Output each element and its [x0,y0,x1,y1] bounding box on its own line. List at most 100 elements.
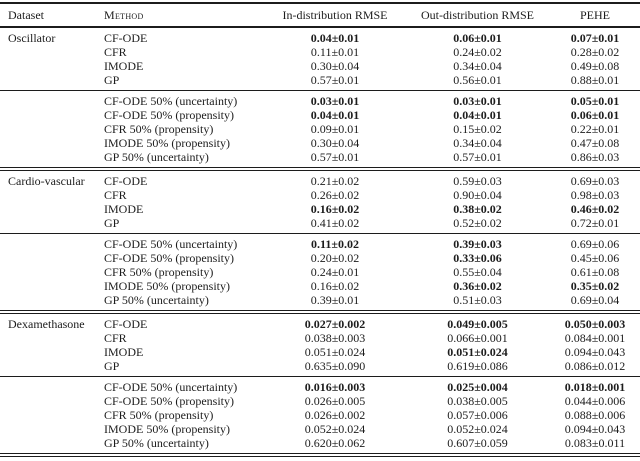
dataset-cell [0,422,96,436]
in-rmse-cell: 0.24±0.01 [310,265,360,279]
method-cell: GP 50% (uncertainty) [104,436,209,450]
method-cell: CFR 50% (propensity) [104,265,214,279]
table-block: CF-ODE 50% (uncertainty) 0.016±0.003 0.025… [0,376,640,456]
method-cell: CFR [104,188,127,202]
dataset-cell [0,377,96,395]
table-block: Cardio-vascular CF-ODE 0.21±0.02 0.59±0.03 0… [0,169,640,234]
pehe-cell: 0.22±0.01 [570,122,620,136]
in-rmse-cell: 0.026±0.005 [304,394,366,408]
table-row: GP 0.57±0.01 0.56±0.01 0.88±0.01 [0,73,640,91]
pehe-cell: 0.49±0.08 [570,59,620,73]
table-row: CFR 0.038±0.003 0.066±0.001 0.084±0.001 [0,331,640,345]
dataset-cell [0,331,96,345]
in-rmse-cell: 0.09±0.01 [310,122,360,136]
in-rmse-cell: 0.20±0.02 [310,251,360,265]
dataset-cell [0,136,96,150]
pehe-cell: 0.72±0.01 [570,216,620,230]
method-cell: IMODE 50% (propensity) [104,136,230,150]
dataset-cell [0,279,96,293]
table-row: IMODE 0.30±0.04 0.34±0.04 0.49±0.08 [0,59,640,73]
dataset-cell [0,408,96,422]
pehe-cell: 0.088±0.006 [564,408,626,422]
out-rmse-cell: 0.34±0.04 [453,136,502,150]
pehe-cell: 0.35±0.02 [570,279,620,293]
table-row: CF-ODE 50% (propensity) 0.20±0.02 0.33±0.0… [0,251,640,265]
pehe-cell: 0.018±0.001 [564,380,626,394]
pehe-cell: 0.86±0.03 [570,150,620,164]
out-rmse-cell: 0.51±0.03 [453,293,502,307]
pehe-cell: 0.47±0.08 [570,136,620,150]
pehe-cell: 0.094±0.043 [564,345,626,359]
dataset-cell [0,59,96,73]
in-rmse-cell: 0.16±0.02 [310,279,360,293]
table-row: Dexamethasone CF-ODE 0.027±0.002 0.049±0.00… [0,312,640,331]
in-rmse-cell: 0.11±0.02 [311,237,359,251]
out-rmse-cell: 0.049±0.005 [447,317,508,331]
in-rmse-cell: 0.39±0.01 [310,293,360,307]
table-row: CF-ODE 50% (uncertainty) 0.016±0.003 0.025… [0,377,640,395]
method-cell: GP 50% (uncertainty) [104,150,209,164]
out-rmse-cell: 0.90±0.04 [453,188,502,202]
method-cell: GP [104,73,120,87]
in-rmse-cell: 0.016±0.003 [304,380,366,394]
table-row: CFR 50% (propensity) 0.24±0.01 0.55±0.04 0.… [0,265,640,279]
header-in-distribution-rmse: In-distribution RMSE [265,3,405,28]
dataset-cell [0,91,96,109]
pehe-cell: 0.05±0.01 [570,94,620,108]
table-row: GP 0.41±0.02 0.52±0.02 0.72±0.01 [0,216,640,234]
pehe-cell: 0.61±0.08 [570,265,620,279]
out-rmse-cell: 0.59±0.03 [453,174,502,188]
method-cell: CFR 50% (propensity) [104,122,214,136]
table-row: GP 50% (uncertainty) 0.57±0.01 0.57±0.01 0.… [0,150,640,169]
pehe-cell: 0.086±0.012 [564,359,626,373]
dataset-cell [0,45,96,59]
in-rmse-cell: 0.57±0.01 [310,73,360,87]
table-block: CF-ODE 50% (uncertainty) 0.03±0.01 0.03±0.… [0,90,640,170]
pehe-cell: 0.050±0.003 [564,317,626,331]
method-cell: CF-ODE 50% (uncertainty) [104,94,238,108]
table-row: CFR 50% (propensity) 0.026±0.002 0.057±0.0… [0,408,640,422]
in-rmse-cell: 0.30±0.04 [310,136,360,150]
method-cell: GP [104,359,120,373]
table-row: CFR 0.26±0.02 0.90±0.04 0.98±0.03 [0,188,640,202]
table-row: IMODE 50% (propensity) 0.30±0.04 0.34±0.04… [0,136,640,150]
method-cell: IMODE [104,345,144,359]
method-cell: IMODE [104,202,144,216]
header-pehe: PEHE [550,3,640,28]
table-row: CFR 0.11±0.01 0.24±0.02 0.28±0.02 [0,45,640,59]
pehe-cell: 0.084±0.001 [564,331,626,345]
in-rmse-cell: 0.57±0.01 [310,150,360,164]
out-rmse-cell: 0.025±0.004 [447,380,508,394]
pehe-cell: 0.28±0.02 [570,45,620,59]
dataset-cell [0,202,96,216]
out-rmse-cell: 0.24±0.02 [453,45,502,59]
out-rmse-cell: 0.57±0.01 [453,150,502,164]
out-rmse-cell: 0.607±0.059 [447,436,508,450]
pehe-cell: 0.07±0.01 [570,31,620,45]
in-rmse-cell: 0.038±0.003 [304,331,366,345]
dataset-cell: Oscillator [8,31,56,45]
out-rmse-cell: 0.33±0.06 [453,251,502,265]
method-cell: CF-ODE 50% (uncertainty) [104,380,238,394]
table-block: CF-ODE 50% (uncertainty) 0.11±0.02 0.39±0.… [0,233,640,313]
table-row: CF-ODE 50% (propensity) 0.04±0.01 0.04±0.0… [0,108,640,122]
dataset-cell [0,234,96,252]
out-rmse-cell: 0.03±0.01 [453,94,502,108]
pehe-cell: 0.06±0.01 [570,108,620,122]
in-rmse-cell: 0.41±0.02 [310,216,360,230]
method-cell: CFR 50% (propensity) [104,408,214,422]
pehe-cell: 0.45±0.06 [570,251,620,265]
in-rmse-cell: 0.04±0.01 [310,31,360,45]
table-block: Dexamethasone CF-ODE 0.027±0.002 0.049±0.00… [0,312,640,377]
table-row: GP 50% (uncertainty) 0.39±0.01 0.51±0.03 0.… [0,293,640,312]
method-cell: CF-ODE 50% (propensity) [104,251,234,265]
pehe-cell: 0.69±0.04 [570,293,620,307]
table-row: IMODE 50% (propensity) 0.052±0.024 0.052±0… [0,422,640,436]
method-cell: CF-ODE 50% (propensity) [104,108,234,122]
pehe-cell: 0.044±0.006 [564,394,626,408]
table-row: Cardio-vascular CF-ODE 0.21±0.02 0.59±0.03 0… [0,169,640,188]
in-rmse-cell: 0.026±0.002 [304,408,366,422]
out-rmse-cell: 0.06±0.01 [453,31,502,45]
in-rmse-cell: 0.635±0.090 [304,359,366,373]
